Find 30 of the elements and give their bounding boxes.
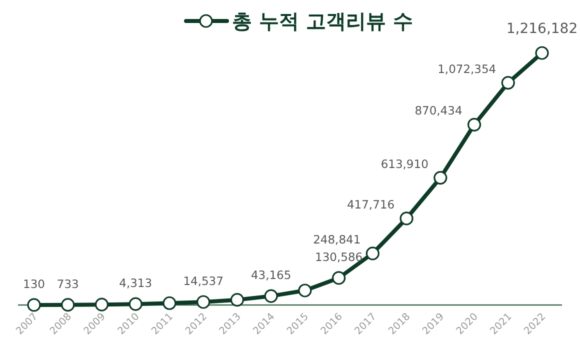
data-label: 870,434 [414, 104, 462, 118]
point [298, 284, 312, 298]
point [400, 212, 414, 226]
point [128, 297, 142, 311]
data-label: 130 [23, 276, 45, 291]
point [366, 246, 380, 260]
point [535, 46, 549, 60]
point [27, 298, 41, 312]
data-label: 1,216,182 [506, 21, 578, 37]
legend-label: 총 누적 고객리뷰 수 [232, 9, 413, 33]
data-label: 14,537 [183, 274, 224, 288]
point [434, 170, 448, 185]
data-label: 43,165 [250, 268, 292, 282]
data-label: 248,841 [313, 232, 361, 246]
point [94, 298, 109, 312]
data-label: 613,910 [380, 156, 428, 171]
point [332, 271, 346, 285]
data-label: 4,313 [119, 276, 152, 290]
legend: 총 누적 고객리뷰 수 [184, 9, 413, 33]
point [264, 289, 278, 303]
data-label: 1,072,354 [438, 62, 496, 76]
point [61, 298, 75, 312]
point [196, 295, 210, 309]
point [162, 296, 176, 310]
point [467, 118, 482, 132]
data-label: 733 [56, 276, 79, 291]
data-label: 130,586 [315, 250, 363, 264]
data-label: 417,716 [346, 197, 395, 212]
point [230, 293, 244, 307]
point [501, 76, 515, 90]
